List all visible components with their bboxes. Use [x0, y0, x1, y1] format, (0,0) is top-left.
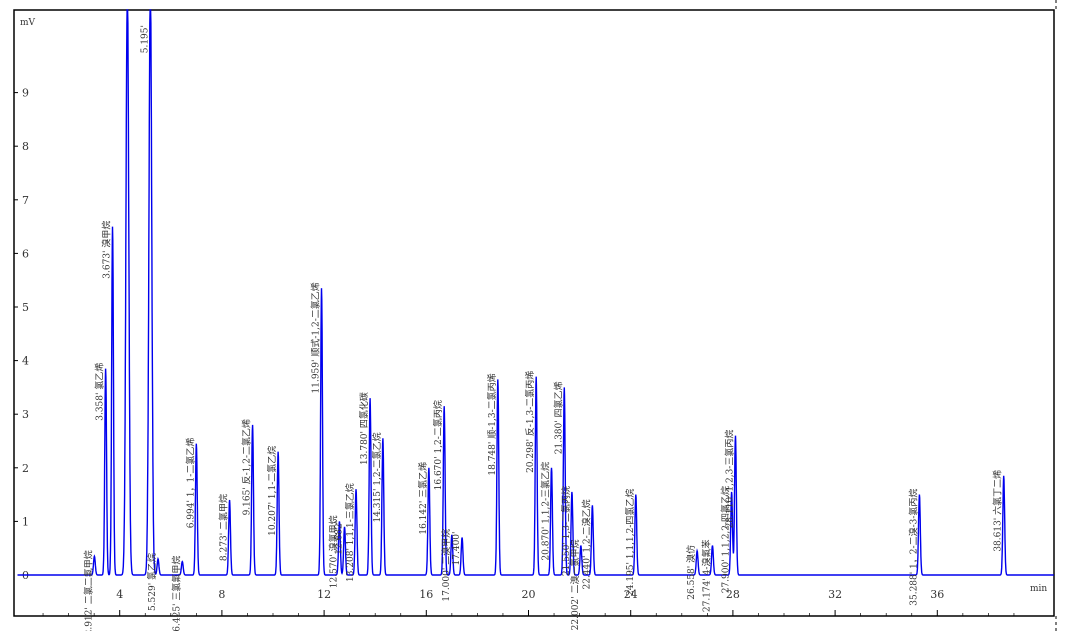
peak-label: 10.207' 1,1-二氯乙烷: [266, 446, 278, 536]
peak-label: 13.208' 1,1,1-三氯乙烷: [344, 483, 356, 582]
axes-layer: mV min: [13, 0, 1057, 631]
chromatogram-trace: [17, 9, 1054, 576]
x-tick-label: 20: [522, 588, 536, 601]
x-tick-label: 4: [116, 588, 123, 601]
peak-label: 8.273' 二氯甲烷: [218, 494, 230, 561]
x-tick-label: 24: [624, 588, 638, 601]
peak-label: 38.613' 六氯丁二烯: [992, 470, 1004, 552]
peak-label: 3.358' 氯乙烯: [94, 363, 106, 421]
peak-label: 28.110' 1,2,3-三氯丙烷: [723, 430, 735, 529]
peak-label: 3.673' 溴甲烷: [101, 221, 113, 279]
peak-label: 16.142' 三氯乙烯: [417, 462, 429, 535]
y-tick-label: 4: [22, 355, 29, 368]
y-unit-label: mV: [20, 18, 36, 28]
peak-label: 6.425' 三氯氟甲烷: [170, 556, 182, 631]
peak-label: 26.558' 溴仿: [685, 545, 697, 600]
x-unit-label: min: [1030, 584, 1047, 594]
peak-label: 21.550' 1,3-二氯丙烷: [560, 486, 572, 576]
peak-label: 20.870' 1,1,2-三氯乙烷: [539, 462, 551, 561]
peak-label: 11.959' 顺式-1,2-二氯乙烯: [310, 282, 322, 393]
peak-label: 24.195' 1,1,1,2-四氯乙烷: [624, 489, 636, 596]
peak-label: 18.748' 顺-1,3-二氯丙烯: [486, 373, 498, 475]
peak-label: 9.165' 反-1,2-二氯乙烯: [241, 419, 253, 516]
peak-label: 27.174' 4-溴氟苯: [700, 540, 712, 613]
labels-layer: 2.912' 二氯二氟甲烷 3.358' 氯乙烯 3.673' 溴甲烷 5.195' 5…: [82, 25, 1004, 635]
plot-frame: [13, 9, 1055, 617]
y-tick-label: 5: [22, 301, 29, 314]
peak-label: 21.380' 四氯乙烯: [552, 381, 564, 454]
y-tick-label: 9: [22, 87, 29, 100]
peak-label: 22.002' 二溴一氯甲烷: [569, 540, 581, 631]
peak-label: 12.682': [335, 521, 345, 555]
peak-label: 2.912' 二氯二氟甲烷: [82, 550, 94, 631]
peak-label: 16.670' 1,2-二氯丙烷: [432, 400, 444, 490]
y-tick-label: 8: [22, 140, 29, 153]
peak-label: 6.994' 1，1-二氯乙烯: [184, 438, 196, 529]
peak-label: 13.780' 四氯化碳: [358, 392, 370, 465]
x-tick-label: 12: [317, 588, 331, 601]
y-tick-label: 1: [22, 515, 29, 528]
peak-label: 5.195': [140, 25, 150, 53]
y-tick-label: 2: [22, 462, 29, 475]
trace-layer: [17, 9, 1054, 576]
peak-label: 17.400': [452, 531, 462, 565]
peak-label: 35.288' 1，2-二溴-3-氯丙烷: [907, 489, 919, 606]
x-tick-label: 8: [218, 588, 225, 601]
x-tick-label: 16: [419, 588, 433, 601]
x-tick-label: 32: [828, 588, 842, 601]
peak-label: 17.000' 二溴甲烷: [440, 529, 452, 602]
peak-label: 22.440' 1,2-二溴乙烷: [580, 499, 592, 589]
x-tick-label: 28: [726, 588, 740, 601]
peak-label: 27.900' 1,1,2,2-四氯乙烷: [720, 486, 732, 593]
peak-label: 14.315' 1,2-二氯乙烷: [371, 432, 383, 522]
y-tick-label: 6: [22, 247, 29, 260]
y-tick-label: 3: [22, 408, 29, 421]
peak-label: 5.529' 氯乙烷: [146, 553, 158, 611]
x-tick-label: 36: [930, 588, 944, 601]
peak-label: 20.298' 反-1,3-二氯丙烯: [524, 371, 536, 473]
peak-label: 12.570' 溴氯甲烷: [327, 515, 339, 588]
y-tick-label: 7: [22, 194, 29, 207]
